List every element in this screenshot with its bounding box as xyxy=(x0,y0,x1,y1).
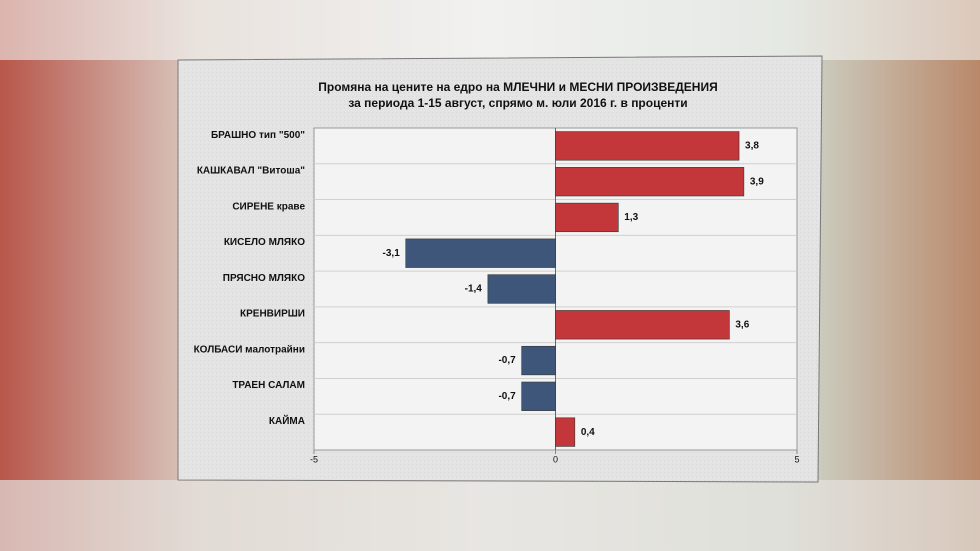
value-label: 0,4 xyxy=(581,427,595,438)
bar xyxy=(521,345,556,376)
category-label: БРАШНО тип "500" xyxy=(211,130,305,141)
category-label: КРЕНВИРШИ xyxy=(240,309,305,320)
category-label: КИСЕЛО МЛЯКО xyxy=(224,237,305,248)
value-label: -3,1 xyxy=(383,248,401,259)
category-label: ТРАЕН САЛАМ xyxy=(232,380,305,391)
category-label: КАЙМА xyxy=(269,414,305,427)
value-label: 1,3 xyxy=(624,212,638,223)
bar xyxy=(521,381,556,411)
value-label: 3,8 xyxy=(745,141,759,152)
category-label: КОЛБАСИ малотрайни xyxy=(194,344,305,355)
x-tick-label: 0 xyxy=(553,454,558,464)
bar xyxy=(555,310,730,340)
bar xyxy=(555,167,745,197)
floor xyxy=(0,480,980,551)
chart-subtitle: за периода 1-15 август, спрямо м. юли 20… xyxy=(348,96,687,110)
x-tick-label: 5 xyxy=(794,454,799,464)
value-label: -0,7 xyxy=(498,391,516,402)
value-label: -0,7 xyxy=(498,355,516,366)
category-label: ПРЯСНО МЛЯКО xyxy=(223,273,305,284)
bar xyxy=(555,417,576,447)
value-label: -1,4 xyxy=(465,284,483,295)
bar xyxy=(555,131,740,161)
bar xyxy=(487,274,556,304)
bar xyxy=(555,202,619,233)
category-label: КАШКАВАЛ "Витоша" xyxy=(197,166,305,177)
category-label: СИРЕНЕ краве xyxy=(232,201,305,212)
value-label: 3,6 xyxy=(735,319,749,330)
ceiling xyxy=(0,0,980,60)
chart-title: Промяна на цените на едро на МЛЕЧНИ и МЕ… xyxy=(318,80,717,94)
x-tick-label: -5 xyxy=(310,454,318,464)
bar xyxy=(405,238,556,268)
value-label: 3,9 xyxy=(750,176,764,187)
